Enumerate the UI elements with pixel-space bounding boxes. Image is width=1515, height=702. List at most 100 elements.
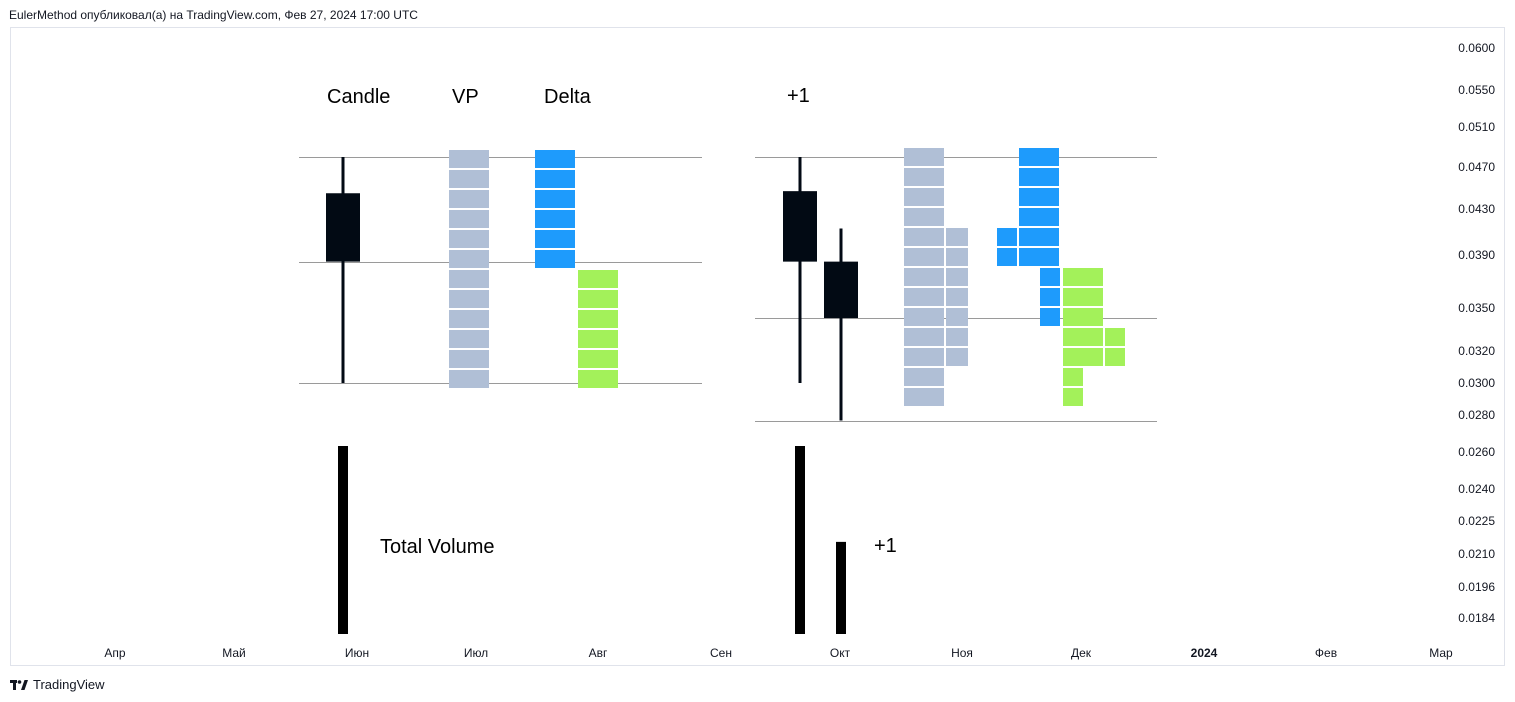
time-tick-label: Мар [1429,646,1453,660]
vp-block [904,248,944,266]
time-tick-label: Июн [345,646,369,660]
label-candle: Candle [327,86,390,108]
volume-profile-blocks [449,148,968,406]
vp-block [946,308,968,326]
time-tick-label: 2024 [1191,646,1218,660]
delta-negative-block [1019,148,1059,166]
vp-block [449,250,489,268]
candles [326,157,858,421]
delta-positive-block [578,310,618,328]
vp-block [904,308,944,326]
delta-positive-block [578,330,618,348]
label-plus-one-top: +1 [787,85,810,107]
delta-positive-block [1063,368,1083,386]
price-tick-label: 0.0510 [1458,120,1495,134]
vp-block [449,270,489,288]
vp-block [946,288,968,306]
vp-block [449,310,489,328]
vp-block [904,268,944,286]
total-volume-bar [338,446,348,634]
vp-block [449,170,489,188]
vp-block [904,228,944,246]
vp-block [904,208,944,226]
delta-positive-block [1063,328,1103,346]
vp-block [904,328,944,346]
delta-negative-block [535,170,575,188]
vp-block [449,230,489,248]
label-vp: VP [452,86,479,108]
delta-positive-block [578,350,618,368]
tradingview-brand-label: TradingView [33,677,105,692]
vp-block [904,288,944,306]
price-tick-label: 0.0225 [1458,514,1495,528]
delta-negative-block [535,190,575,208]
price-tick-label: 0.0280 [1458,408,1495,422]
delta-negative-block [1019,168,1059,186]
vp-block [946,268,968,286]
vp-block [904,188,944,206]
delta-positive-block [1063,348,1103,366]
vp-block [449,370,489,388]
time-axis[interactable]: Апр Май Июн Июл Авг Сен Окт Ноя Дек 2024 Фев Мар [104,646,1453,660]
delta-positive-block [1105,328,1125,346]
vp-block [946,248,968,266]
time-tick-label: Сен [710,646,732,660]
delta-negative-block [1019,188,1059,206]
price-tick-label: 0.0240 [1458,482,1495,496]
total-volume-bar [795,446,805,634]
vp-block [449,190,489,208]
delta-negative-block [535,150,575,168]
delta-negative-block [1040,288,1060,306]
delta-negative-block [997,248,1017,266]
delta-negative-block [1019,248,1059,266]
level-lines [299,157,1157,422]
price-tick-label: 0.0550 [1458,83,1495,97]
vp-block [904,168,944,186]
price-tick-label: 0.0320 [1458,344,1495,358]
delta-positive-block [578,270,618,288]
vp-block [904,348,944,366]
delta-negative-block [535,250,575,268]
delta-positive-block [1063,388,1083,406]
delta-positive-block [1063,288,1103,306]
candle-body [326,193,360,262]
time-tick-label: Фев [1315,646,1337,660]
vp-block [449,350,489,368]
vp-block [449,150,489,168]
vp-block [904,388,944,406]
time-tick-label: Апр [104,646,126,660]
vp-block [449,290,489,308]
chart-frame[interactable] [10,27,1505,666]
total-volume-bar [836,541,846,634]
candle-body [783,191,817,262]
delta-negative-block [997,228,1017,246]
time-tick-label: Авг [589,646,608,660]
price-tick-label: 0.0210 [1458,547,1495,561]
delta-negative-block [1019,208,1059,226]
delta-positive-block [578,290,618,308]
total-volume-bars [338,446,846,634]
delta-negative-block [1019,228,1059,246]
delta-blocks [535,148,1125,406]
price-axis[interactable]: 0.0600 0.0550 0.0510 0.0470 0.0430 0.0390 0.03… [1458,41,1495,625]
tradingview-logo-icon [10,679,28,691]
price-tick-label: 0.0390 [1458,248,1495,262]
delta-negative-block [535,210,575,228]
price-tick-label: 0.0600 [1458,41,1495,55]
vp-block [904,368,944,386]
delta-positive-block [1063,308,1103,326]
price-tick-label: 0.0260 [1458,445,1495,459]
vp-block [449,210,489,228]
candle-body [824,261,858,319]
time-tick-label: Окт [830,646,851,660]
delta-negative-block [535,230,575,248]
price-tick-label: 0.0350 [1458,301,1495,315]
tradingview-brand[interactable]: TradingView [10,677,105,692]
time-tick-label: Ноя [951,646,973,660]
annotations: Candle VP Delta +1 Total Volume +1 [327,85,897,558]
vp-block [449,330,489,348]
label-plus-one-bottom: +1 [874,535,897,557]
time-tick-label: Май [222,646,246,660]
vp-block [946,228,968,246]
